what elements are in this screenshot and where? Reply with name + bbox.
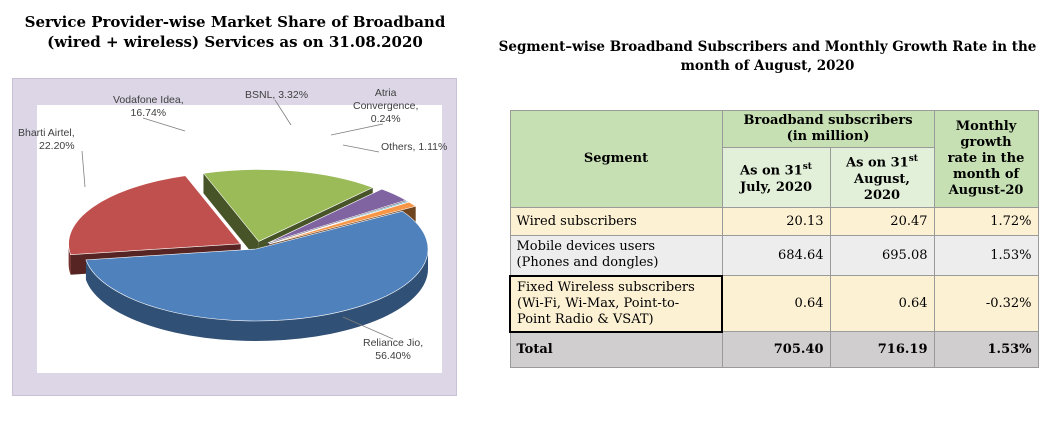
leader-line-reliance-jio: [342, 316, 394, 340]
row-total-july: 705.40: [721, 331, 831, 368]
pie-chart-frame: Reliance Jio, 56.40% Bharti Airtel, 22.20…: [12, 78, 457, 396]
row-mobile-label: Mobile devices users (Phones and dongles…: [509, 235, 723, 276]
pie-slice-bharti-airtel: [68, 175, 242, 256]
row-fixed-aug: 0.64: [829, 275, 935, 332]
leader-line-bharti-airtel: [81, 150, 86, 188]
leader-line-atria-convergence: [330, 123, 384, 136]
leader-line-vodafone-idea: [142, 117, 186, 132]
pie-label-atria-convergence: Atria Convergence, 0.24%: [353, 87, 419, 125]
header-august: As on 31st August, 2020: [829, 147, 935, 208]
row-mobile-aug: 695.08: [829, 235, 935, 276]
header-segment: Segment: [509, 110, 723, 208]
table-title: Segment–wise Broadband Subscribers and M…: [498, 39, 1037, 74]
row-total-growth: 1.53%: [933, 331, 1039, 368]
pie-slice-bsnl: [267, 188, 407, 244]
pie-label-reliance-jio: Reliance Jio, 56.40%: [363, 337, 424, 362]
row-fixed-july: 0.64: [721, 275, 831, 332]
header-july: As on 31st July, 2020: [721, 147, 831, 208]
pie-chart: [37, 99, 442, 373]
pie-label-bharti-airtel: Bharti Airtel, 22.20%: [18, 127, 75, 152]
segment-table: Segment Broadband subscribers (in millio…: [509, 110, 1039, 368]
pie-slice-vodafone-idea: [202, 169, 374, 242]
pie-slice-reliance-jio: [85, 210, 429, 322]
row-wired-aug: 20.47: [829, 207, 935, 236]
row-mobile-growth: 1.53%: [933, 235, 1039, 276]
header-broadband-subscribers: Broadband subscribers (in million): [721, 110, 935, 148]
leader-line-bsnl: [274, 99, 292, 126]
row-fixed-label: Fixed Wireless subscribers (Wi-Fi, Wi-Ma…: [509, 274, 723, 333]
row-total-aug: 716.19: [829, 331, 935, 368]
table-row: Mobile devices users (Phones and dongles…: [509, 235, 1039, 276]
table-row: Fixed Wireless subscribers (Wi-Fi, Wi-Ma…: [509, 274, 1039, 333]
row-fixed-growth: -0.32%: [933, 275, 1039, 332]
pie-label-vodafone-idea: Vodafone Idea, 16.74%: [113, 94, 184, 119]
row-wired-july: 20.13: [721, 207, 831, 236]
leader-line-others: [342, 144, 380, 153]
table-row: Wired subscribers 20.13 20.47 1.72%: [509, 207, 1039, 236]
row-wired-label: Wired subscribers: [509, 207, 723, 236]
market-share-panel: Service Provider-wise Market Share of Br…: [0, 0, 470, 440]
pie-chart-title: Service Provider-wise Market Share of Br…: [24, 13, 446, 51]
pie-side-bharti-airtel: [68, 243, 71, 275]
pie-slice-atria-convergence: [268, 200, 410, 245]
row-total-label: Total: [509, 331, 723, 368]
row-mobile-july: 684.64: [721, 235, 831, 276]
header-growth-rate: Monthly growth rate in the month of Augu…: [933, 110, 1039, 208]
pie-label-bsnl: BSNL, 3.32%: [245, 89, 309, 101]
pie-side-reliance-jio: [85, 249, 429, 342]
pie-slice-others: [269, 201, 417, 245]
row-wired-growth: 1.72%: [933, 207, 1039, 236]
table-row-total: Total 705.40 716.19 1.53%: [509, 331, 1039, 368]
pie-label-others: Others, 1.11%: [381, 141, 448, 153]
pie-wall-vodafone-idea-0: [203, 173, 259, 262]
